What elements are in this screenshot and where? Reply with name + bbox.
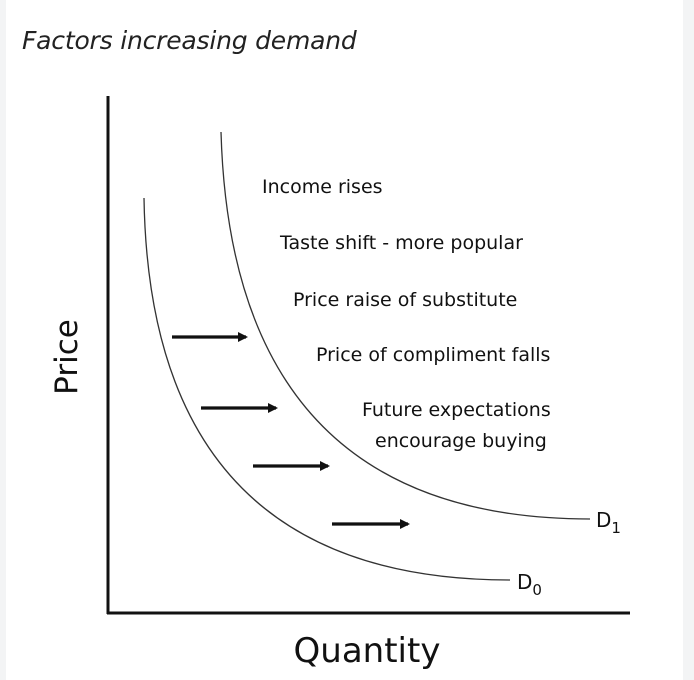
factor-income-rises: Income rises: [262, 176, 383, 198]
demand-curve-d0: [143, 197, 511, 581]
diagram-card: [6, 0, 683, 680]
factor-complement-price: Price of compliment falls: [316, 344, 550, 366]
curve-label-d0-subscript: 0: [532, 581, 542, 599]
y-axis-label: Price: [49, 319, 85, 395]
x-axis-label: Quantity: [294, 631, 441, 671]
factor-future-expectations-line1: Future expectations: [362, 399, 551, 421]
curve-label-d0: D0: [517, 570, 542, 599]
factor-future-expectations-line2: encourage buying: [375, 430, 547, 452]
curve-label-d1-subscript: 1: [611, 519, 621, 537]
curve-label-d1: D1: [596, 508, 621, 537]
diagram-caption: Factors increasing demand: [22, 26, 357, 55]
demand-curve-d1: [220, 131, 591, 520]
factor-taste-shift: Taste shift - more popular: [279, 232, 523, 254]
factor-substitute-price: Price raise of substitute: [293, 289, 517, 311]
